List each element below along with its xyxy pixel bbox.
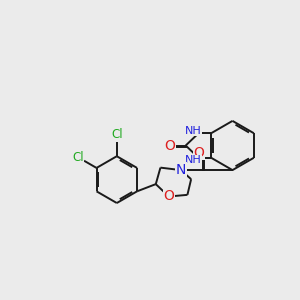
Text: O: O [194, 146, 204, 160]
Text: O: O [164, 190, 174, 203]
Text: NH: NH [185, 126, 202, 136]
Text: Cl: Cl [72, 151, 84, 164]
Text: N: N [176, 163, 186, 177]
Text: Cl: Cl [111, 128, 123, 141]
Text: NH: NH [185, 155, 202, 165]
Text: O: O [165, 139, 176, 152]
